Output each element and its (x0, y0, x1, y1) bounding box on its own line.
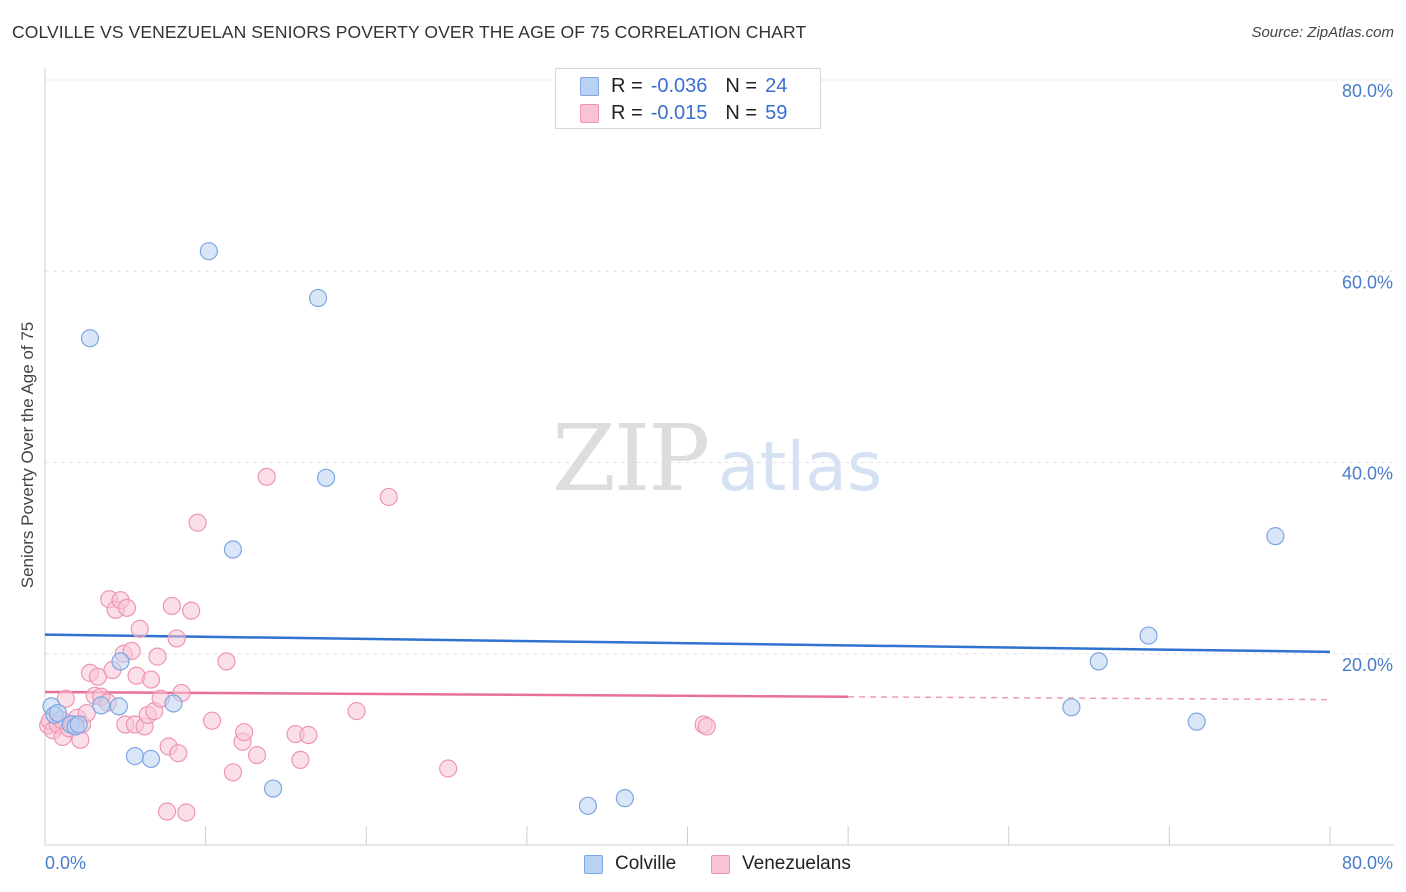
venezuelans-point (177, 803, 196, 822)
venezuelans-point (148, 647, 167, 666)
watermark-zip: ZIP (552, 405, 708, 512)
colville-point (109, 697, 128, 716)
colville-point (1187, 712, 1206, 731)
venezuelans-point (117, 598, 137, 617)
venezuelans-point (347, 702, 366, 721)
colville-point (69, 715, 88, 734)
venezuelans-point (188, 513, 207, 532)
colville-point (223, 540, 243, 559)
y-tick-label: 20.0% (1342, 655, 1393, 675)
colville-point (1062, 698, 1081, 717)
venezuelans-point (182, 601, 201, 620)
correlation-legend: R = -0.036 N = 24 R = -0.015 N = 59 (555, 68, 821, 129)
venezuelans-point (141, 670, 161, 689)
colville-point (199, 242, 218, 261)
colville-point (92, 696, 111, 715)
colville-point (1139, 626, 1158, 645)
venezuelans-point (122, 641, 141, 660)
colville-point (1266, 527, 1285, 546)
venezuelans-point (697, 717, 716, 736)
venezuelans-point (299, 725, 318, 745)
watermark: ZIP atlas (552, 405, 882, 512)
legend-item-colville[interactable]: Colville (584, 852, 676, 876)
legend-r-label: R = (611, 74, 643, 97)
legend-row-venezuelans: R = -0.015 N = 59 (580, 101, 787, 125)
venezuelans-point (235, 723, 254, 742)
venezuelans-point (379, 487, 398, 507)
venezuelans-point (291, 750, 310, 769)
colville-swatch (584, 854, 603, 874)
venezuelans-point (223, 763, 243, 782)
trend-layer (44, 633, 1331, 701)
colville-point (141, 749, 161, 769)
legend-n-value: 59 (765, 101, 788, 124)
venezuelans-point (157, 802, 177, 821)
venezuelans-point (130, 619, 149, 638)
colville-point (80, 329, 100, 348)
y-tick-label: 40.0% (1342, 464, 1393, 484)
legend-r-label: R = (611, 101, 643, 124)
legend-r-value: -0.036 (650, 74, 708, 97)
venezuelans-point (257, 467, 276, 486)
colville-point (1089, 652, 1108, 671)
venezuelans-point (167, 629, 186, 648)
x-tick-label: 0.0% (45, 853, 86, 873)
legend-n-label: N = (725, 101, 758, 124)
colville-point (308, 288, 328, 308)
venezuelans-point (439, 759, 458, 778)
colville-point (164, 694, 183, 713)
venezuelans-point (56, 689, 75, 708)
grid-layer (45, 79, 1394, 655)
venezuelans-swatch (711, 854, 730, 874)
colville-point (578, 796, 598, 815)
colville-point (125, 746, 145, 766)
chart-title: COLVILLE VS VENEZUELAN SENIORS POVERTY O… (12, 22, 807, 42)
legend-label-colville: Colville (615, 853, 677, 874)
legend-n-label: N = (725, 74, 758, 97)
venezuelans-point (217, 652, 236, 671)
colville-trend-line (44, 633, 1331, 654)
y-axis-label: Seniors Poverty Over the Age of 75 (18, 322, 37, 588)
venezuelans-point (202, 711, 222, 730)
venezuelans-trend-line-extension (848, 696, 1331, 701)
source-credit: Source: ZipAtlas.com (1251, 24, 1394, 41)
x-tick-label: 80.0% (1342, 853, 1393, 873)
watermark-atlas: atlas (718, 428, 882, 507)
colville-point (111, 652, 130, 671)
colville-point (316, 468, 336, 487)
colville-point (48, 703, 67, 723)
venezuelans-swatch (580, 103, 599, 123)
legend-item-venezuelans[interactable]: Venezuelans (711, 852, 851, 876)
y-tick-label: 60.0% (1342, 272, 1393, 292)
venezuelans-point (162, 596, 181, 616)
colville-point (615, 789, 634, 808)
venezuelans-point (247, 746, 267, 765)
venezuelans-point (169, 744, 188, 763)
point-layer (39, 242, 1285, 822)
legend-label-venezuelans: Venezuelans (742, 853, 851, 874)
colville-point (263, 779, 283, 798)
y-tick-label: 80.0% (1342, 81, 1393, 101)
legend-row-colville: R = -0.036 N = 24 (580, 74, 787, 98)
colville-swatch (580, 76, 599, 96)
tick-layer: 20.0% 40.0% 60.0% 80.0% 0.0% 80.0% (45, 81, 1393, 873)
legend-r-value: -0.015 (650, 101, 708, 124)
legend-n-value: 24 (765, 74, 788, 97)
